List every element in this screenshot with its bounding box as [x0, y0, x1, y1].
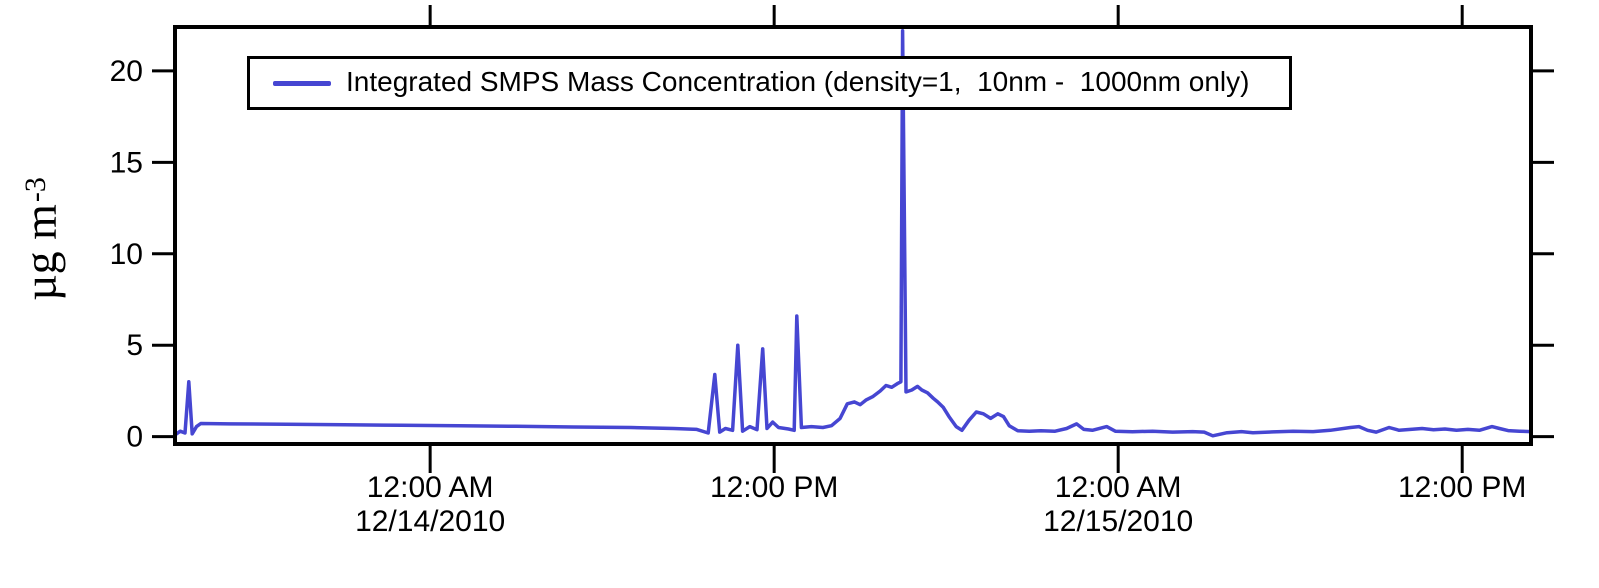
x-tick-date-label: 12/14/2010 — [355, 505, 505, 538]
y-tick-label: 5 — [126, 329, 143, 362]
x-tick-date-label: 12/15/2010 — [1043, 505, 1193, 538]
y-axis-label: µg m -3 — [0, 88, 80, 392]
x-tick-time-label: 12:00 AM — [1055, 471, 1182, 504]
y-tick-label: 20 — [110, 55, 143, 88]
x-tick-time-label: 12:00 PM — [710, 471, 838, 504]
y-axis-label-text: µg m — [14, 204, 66, 301]
plot-frame — [173, 25, 1533, 446]
y-tick-label: 15 — [110, 146, 143, 179]
y-tick-label: 0 — [126, 421, 143, 454]
x-tick-time-label: 12:00 AM — [367, 471, 494, 504]
data-line — [173, 28, 1533, 438]
y-axis-label-exponent: -3 — [19, 177, 52, 203]
legend: Integrated SMPS Mass Concentration (dens… — [247, 56, 1292, 110]
legend-label: Integrated SMPS Mass Concentration (dens… — [346, 66, 1250, 97]
y-tick-label: 10 — [110, 238, 143, 271]
legend-line-sample-icon — [273, 80, 331, 86]
x-tick-time-label: 12:00 PM — [1398, 471, 1526, 504]
